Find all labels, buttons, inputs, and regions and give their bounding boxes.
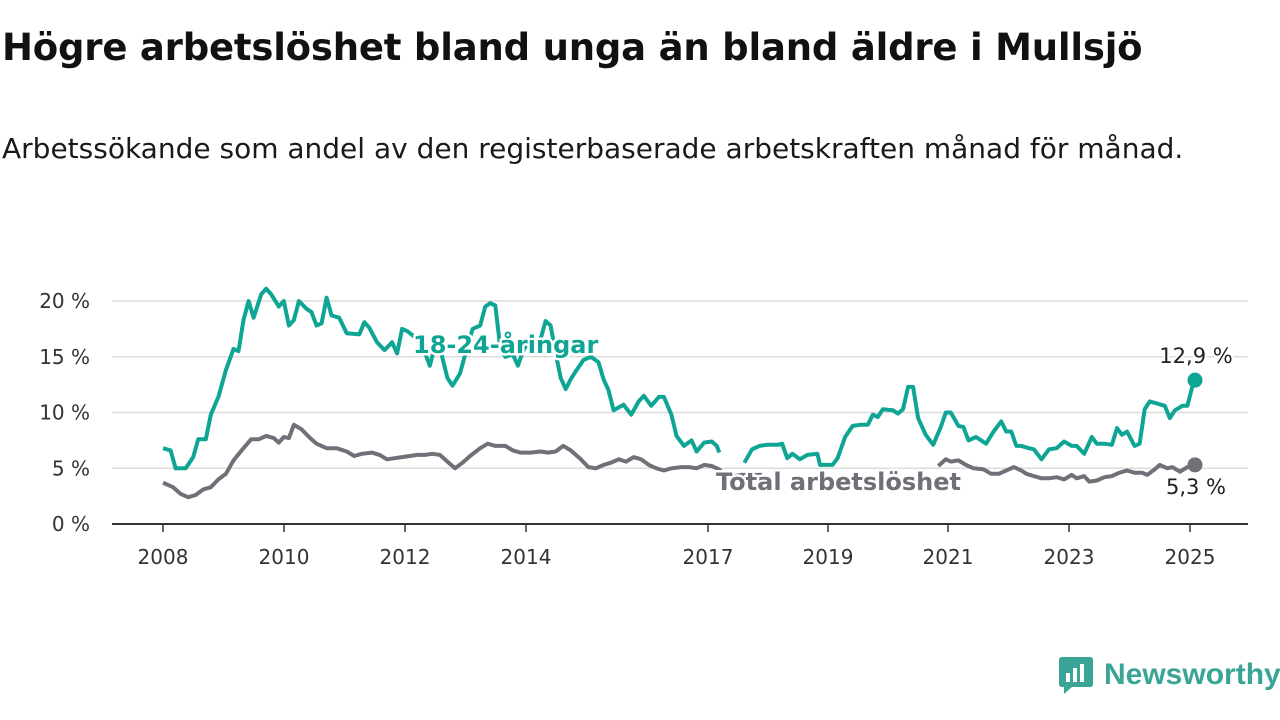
x-tick-label: 2021 [923,545,974,569]
x-tick-label: 2019 [803,545,854,569]
x-tick-label: 2012 [380,545,431,569]
end-value-total: 5,3 % [1166,475,1226,499]
series-labels: 18-24-åringar Total arbetslöshet 12,9 % 5,3… [411,328,1235,502]
series-line-youth [742,379,1197,467]
end-point-youth [1187,372,1203,388]
chart-subtitle: Arbetssökande som andel av den registerb… [2,132,1184,165]
x-tick-label: 2008 [138,545,189,569]
y-tick-label: 10 % [39,401,90,425]
end-point-total [1187,457,1203,473]
x-axis: 2008 2010 2012 2014 2017 2019 2021 2023 2025 [112,523,1248,569]
bar-chart-pin-icon [1059,657,1093,694]
series-line-total [162,422,763,500]
series-label-total: Total arbetslöshet [716,468,961,496]
x-tick-label: 2017 [683,545,734,569]
series-line-youth [162,286,722,471]
end-value-youth: 12,9 % [1159,344,1232,368]
series-label-youth: 18-24-åringar [413,330,598,359]
brand-name: Newsworthy [1104,658,1280,691]
y-tick-label: 5 % [52,456,90,480]
y-tick-label: 20 % [39,289,90,313]
newsworthy-logo: Newsworthy [1058,655,1280,695]
y-axis-ticks: 0 % 5 % 10 % 15 % 20 % [39,289,90,536]
series-line-total [936,457,1196,484]
x-tick-label: 2014 [501,545,552,569]
x-tick-label: 2023 [1044,545,1095,569]
x-tick-label: 2025 [1165,545,1216,569]
x-tick-label: 2010 [259,545,310,569]
series-lines [162,286,1203,500]
y-tick-label: 15 % [39,345,90,369]
chart-title: Högre arbetslöshet bland unga än bland ä… [2,26,1143,69]
y-tick-label: 0 % [52,512,90,536]
